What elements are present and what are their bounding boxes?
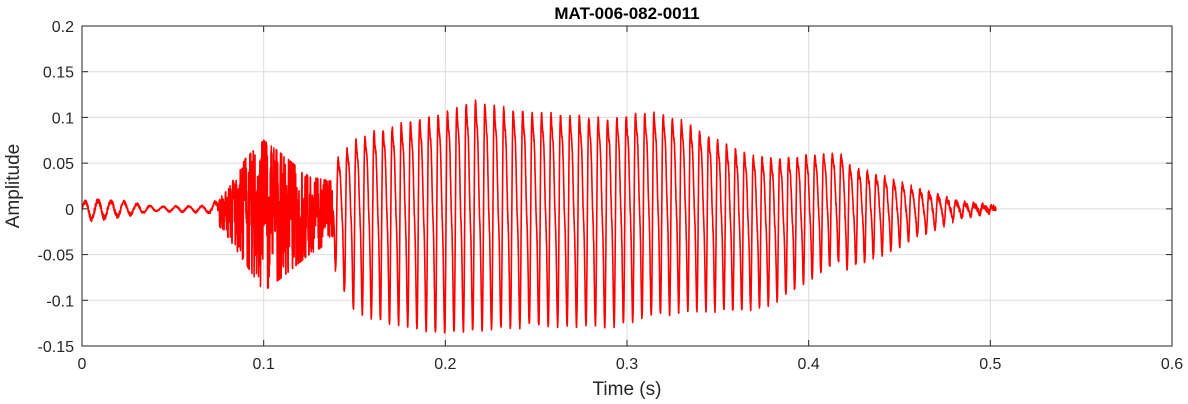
axis-ticks: 0 0.1 0.2 0.3 0.4 0.5 0.6 -0.15 -0.1 -0.05 0 0.05 0.… (38, 19, 1184, 373)
y-tick-label: 0 (65, 202, 74, 219)
y-tick-label: -0.05 (38, 248, 75, 265)
x-axis-label: Time (s) (593, 379, 662, 400)
y-tick-label: 0.05 (43, 156, 74, 173)
chart-title: MAT-006-082-0011 (554, 4, 699, 23)
x-tick-label: 0.2 (434, 356, 456, 373)
y-tick-label: 0.15 (43, 65, 74, 82)
y-tick-label: -0.1 (46, 293, 74, 310)
x-tick-label: 0.1 (253, 356, 275, 373)
plot-area (82, 99, 997, 334)
y-tick-label: -0.15 (38, 339, 75, 356)
x-tick-label: 0.6 (1161, 356, 1183, 373)
y-tick-label: 0.1 (52, 110, 74, 127)
x-tick-label: 0.3 (616, 356, 638, 373)
y-axis-label: Amplitude (3, 144, 24, 229)
x-tick-label: 0.4 (798, 356, 820, 373)
x-tick-label: 0.5 (979, 356, 1001, 373)
x-tick-label: 0 (78, 356, 87, 373)
y-tick-label: 0.2 (52, 19, 74, 36)
signal-line (82, 99, 997, 334)
